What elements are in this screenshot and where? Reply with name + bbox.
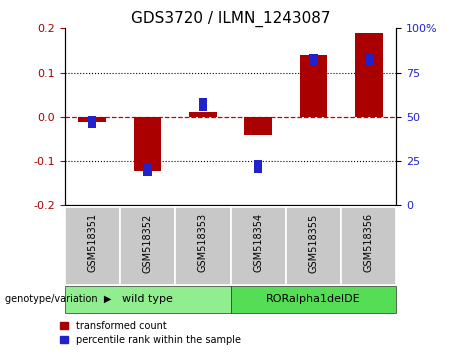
Text: GSM518356: GSM518356 — [364, 213, 374, 273]
Bar — [143, 164, 152, 176]
Bar — [88, 116, 96, 129]
Bar — [230, 286, 396, 313]
Text: GSM518355: GSM518355 — [308, 213, 319, 273]
Bar — [309, 54, 318, 67]
Bar — [65, 286, 230, 313]
Bar — [120, 207, 175, 285]
Bar — [254, 160, 262, 172]
Bar — [134, 117, 161, 171]
Text: genotype/variation  ▶: genotype/variation ▶ — [5, 294, 111, 304]
Text: RORalpha1delDE: RORalpha1delDE — [266, 294, 361, 304]
Title: GDS3720 / ILMN_1243087: GDS3720 / ILMN_1243087 — [131, 11, 330, 27]
Text: GSM518351: GSM518351 — [87, 213, 97, 273]
Bar — [230, 207, 286, 285]
Bar — [175, 207, 230, 285]
Text: GSM518353: GSM518353 — [198, 213, 208, 273]
Bar — [244, 117, 272, 135]
Bar — [341, 207, 396, 285]
Text: wild type: wild type — [122, 294, 173, 304]
Bar — [355, 33, 383, 117]
Bar — [286, 207, 341, 285]
Bar — [78, 117, 106, 122]
Text: GSM518354: GSM518354 — [253, 213, 263, 273]
Bar — [189, 113, 217, 117]
Bar — [65, 207, 120, 285]
Text: GSM518352: GSM518352 — [142, 213, 153, 273]
Legend: transformed count, percentile rank within the sample: transformed count, percentile rank withi… — [60, 321, 241, 345]
Bar — [365, 54, 373, 67]
Bar — [300, 55, 327, 117]
Bar — [199, 98, 207, 110]
